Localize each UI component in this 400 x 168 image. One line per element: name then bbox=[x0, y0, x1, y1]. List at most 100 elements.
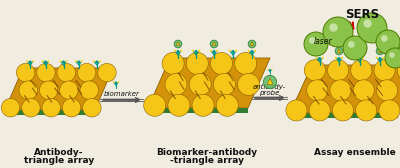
Circle shape bbox=[59, 60, 62, 62]
Circle shape bbox=[382, 57, 384, 59]
Circle shape bbox=[385, 48, 400, 68]
Polygon shape bbox=[148, 108, 248, 113]
Circle shape bbox=[315, 57, 318, 59]
Circle shape bbox=[57, 63, 76, 82]
Circle shape bbox=[118, 81, 120, 83]
Circle shape bbox=[271, 69, 273, 70]
Circle shape bbox=[213, 73, 235, 95]
Circle shape bbox=[238, 73, 260, 95]
Text: antibody-: antibody- bbox=[253, 84, 286, 90]
Polygon shape bbox=[250, 42, 254, 45]
Circle shape bbox=[329, 23, 338, 32]
Circle shape bbox=[376, 47, 384, 55]
Circle shape bbox=[39, 81, 58, 99]
Text: SERS: SERS bbox=[345, 8, 379, 21]
Circle shape bbox=[180, 50, 182, 52]
Circle shape bbox=[212, 50, 216, 53]
Circle shape bbox=[263, 75, 277, 89]
Circle shape bbox=[77, 60, 80, 64]
Circle shape bbox=[235, 52, 257, 74]
Circle shape bbox=[189, 73, 211, 95]
Circle shape bbox=[286, 100, 307, 121]
Circle shape bbox=[83, 98, 101, 117]
Circle shape bbox=[198, 50, 200, 52]
Polygon shape bbox=[290, 113, 398, 118]
Polygon shape bbox=[5, 110, 95, 115]
Polygon shape bbox=[267, 78, 273, 84]
Circle shape bbox=[229, 50, 231, 52]
Circle shape bbox=[44, 60, 47, 64]
Circle shape bbox=[376, 30, 400, 54]
Circle shape bbox=[29, 60, 32, 64]
Circle shape bbox=[248, 40, 256, 48]
Text: Assay ensemble: Assay ensemble bbox=[314, 148, 396, 157]
Circle shape bbox=[19, 81, 38, 99]
Text: Biomarker-antibody: Biomarker-antibody bbox=[156, 148, 258, 157]
Circle shape bbox=[304, 32, 328, 56]
Text: probe: probe bbox=[259, 90, 280, 95]
Circle shape bbox=[269, 69, 271, 71]
Circle shape bbox=[98, 63, 116, 82]
Circle shape bbox=[62, 60, 65, 64]
Circle shape bbox=[332, 100, 354, 121]
Polygon shape bbox=[212, 42, 216, 45]
Circle shape bbox=[22, 98, 40, 117]
Circle shape bbox=[356, 100, 377, 121]
Circle shape bbox=[95, 60, 98, 64]
Circle shape bbox=[112, 81, 114, 83]
Circle shape bbox=[399, 57, 400, 60]
Circle shape bbox=[307, 80, 328, 101]
Circle shape bbox=[174, 40, 182, 48]
Polygon shape bbox=[176, 42, 180, 45]
Circle shape bbox=[318, 57, 321, 60]
Circle shape bbox=[254, 50, 256, 52]
Circle shape bbox=[16, 63, 35, 82]
Circle shape bbox=[316, 47, 324, 55]
Circle shape bbox=[335, 47, 343, 55]
Circle shape bbox=[168, 94, 190, 116]
Circle shape bbox=[397, 47, 400, 55]
Circle shape bbox=[376, 80, 398, 101]
Circle shape bbox=[41, 60, 44, 62]
Circle shape bbox=[176, 50, 180, 53]
Circle shape bbox=[162, 52, 184, 74]
Circle shape bbox=[192, 94, 214, 116]
Circle shape bbox=[42, 98, 60, 117]
Circle shape bbox=[210, 40, 218, 48]
Circle shape bbox=[47, 60, 50, 62]
Circle shape bbox=[376, 57, 378, 59]
Circle shape bbox=[351, 60, 372, 81]
Circle shape bbox=[216, 94, 238, 116]
Circle shape bbox=[356, 47, 363, 55]
Circle shape bbox=[389, 52, 395, 58]
Circle shape bbox=[115, 81, 117, 84]
Circle shape bbox=[32, 60, 34, 62]
Circle shape bbox=[80, 81, 98, 99]
Circle shape bbox=[343, 36, 367, 60]
Circle shape bbox=[99, 60, 101, 62]
Circle shape bbox=[210, 52, 232, 74]
Circle shape bbox=[358, 57, 361, 60]
Circle shape bbox=[194, 50, 198, 53]
Circle shape bbox=[165, 73, 187, 95]
Polygon shape bbox=[337, 49, 341, 52]
Circle shape bbox=[75, 60, 77, 62]
Circle shape bbox=[328, 60, 349, 81]
Circle shape bbox=[250, 50, 254, 53]
Circle shape bbox=[362, 57, 364, 59]
Circle shape bbox=[93, 60, 95, 62]
Circle shape bbox=[363, 19, 372, 28]
Text: -triangle array: -triangle array bbox=[170, 156, 244, 165]
Circle shape bbox=[396, 57, 398, 59]
Circle shape bbox=[248, 50, 250, 52]
Circle shape bbox=[60, 81, 78, 99]
Circle shape bbox=[330, 80, 351, 101]
Circle shape bbox=[309, 37, 316, 44]
Circle shape bbox=[353, 80, 374, 101]
Polygon shape bbox=[358, 49, 361, 52]
Circle shape bbox=[323, 17, 353, 47]
Circle shape bbox=[379, 100, 400, 121]
Circle shape bbox=[341, 57, 343, 59]
Circle shape bbox=[81, 60, 83, 62]
Circle shape bbox=[144, 94, 166, 116]
